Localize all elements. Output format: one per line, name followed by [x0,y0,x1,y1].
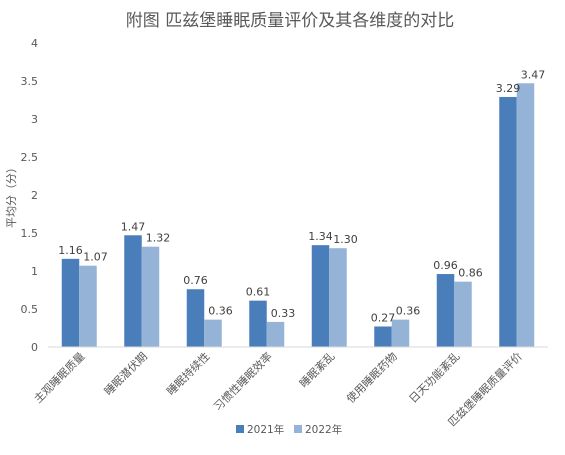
bar-2021 [374,326,392,347]
y-tick-label: 1.5 [21,227,39,240]
y-tick-label: 3.5 [21,75,39,88]
bar-2022 [516,83,535,347]
bar-2021 [124,235,142,347]
x-tick-label: 睡眠紊乱 [296,349,337,390]
bar-2022 [79,265,97,347]
data-label: 0.33 [271,307,296,320]
data-label: 1.34 [308,230,333,243]
y-tick-label: 0.5 [21,303,39,316]
bar-2021 [61,258,80,347]
chart-title: 附图 匹兹堡睡眠质量评价及其各维度的对比 [126,11,454,31]
bar-2021 [311,245,330,347]
bar-2022 [266,321,285,347]
bar-2022 [454,281,472,347]
y-tick-label: 2.5 [21,151,39,164]
bar-2022 [204,319,222,347]
data-labels-group: 1.16 1.47 0.76 0.61 1.34 0.27 0.96 3.29 1.07 1.32… [58,68,545,324]
data-label: 1.30 [333,233,358,246]
data-label: 0.96 [433,259,458,272]
legend-swatch [236,425,244,433]
bar-2021 [499,96,517,348]
y-tick-label: 2 [31,189,38,202]
x-tick-label: 习惯性睡眠效率 [211,349,275,413]
y-tick-label: 0 [31,341,38,354]
data-label: 0.27 [371,311,396,324]
y-axis-label: 平均分（分） [5,162,18,228]
legend-label: 2022年 [305,423,342,436]
legend: 2021年 2022年 [236,423,342,436]
legend-swatch [294,425,302,433]
y-tick-label: 4 [31,37,38,50]
data-label: 0.86 [458,267,483,280]
data-label: 0.36 [396,305,421,318]
x-tick-label: 睡眠潜伏期 [101,349,150,398]
data-label: 3.47 [521,68,546,81]
bar-2021 [249,300,267,347]
data-label: 1.16 [58,244,83,257]
data-label: 1.32 [146,232,171,245]
y-axis-ticks: 0 0.5 1 1.5 2 2.5 3 3.5 4 [21,37,39,354]
x-tick-label: 使用睡眠药物 [343,349,400,406]
data-label: 1.07 [83,251,108,264]
y-tick-label: 1 [31,265,38,278]
y-tick-label: 3 [31,113,38,126]
x-tick-label: 主观睡眠质量 [32,350,88,406]
data-label: 0.61 [246,286,271,299]
legend-label: 2021年 [247,423,284,436]
data-label: 0.76 [183,274,208,287]
x-tick-label: 日天功能紊乱 [406,349,463,406]
data-label: 1.47 [121,220,146,233]
x-tick-label: 睡眠持续性 [164,349,213,398]
data-label: 3.29 [496,82,521,95]
bar-2022 [391,319,410,347]
bars-group [61,83,535,348]
bar-2021 [436,274,455,347]
data-label: 0.36 [208,305,233,318]
bar-2022 [329,248,347,347]
bar-2022 [141,246,160,347]
bar-2021 [186,289,205,347]
